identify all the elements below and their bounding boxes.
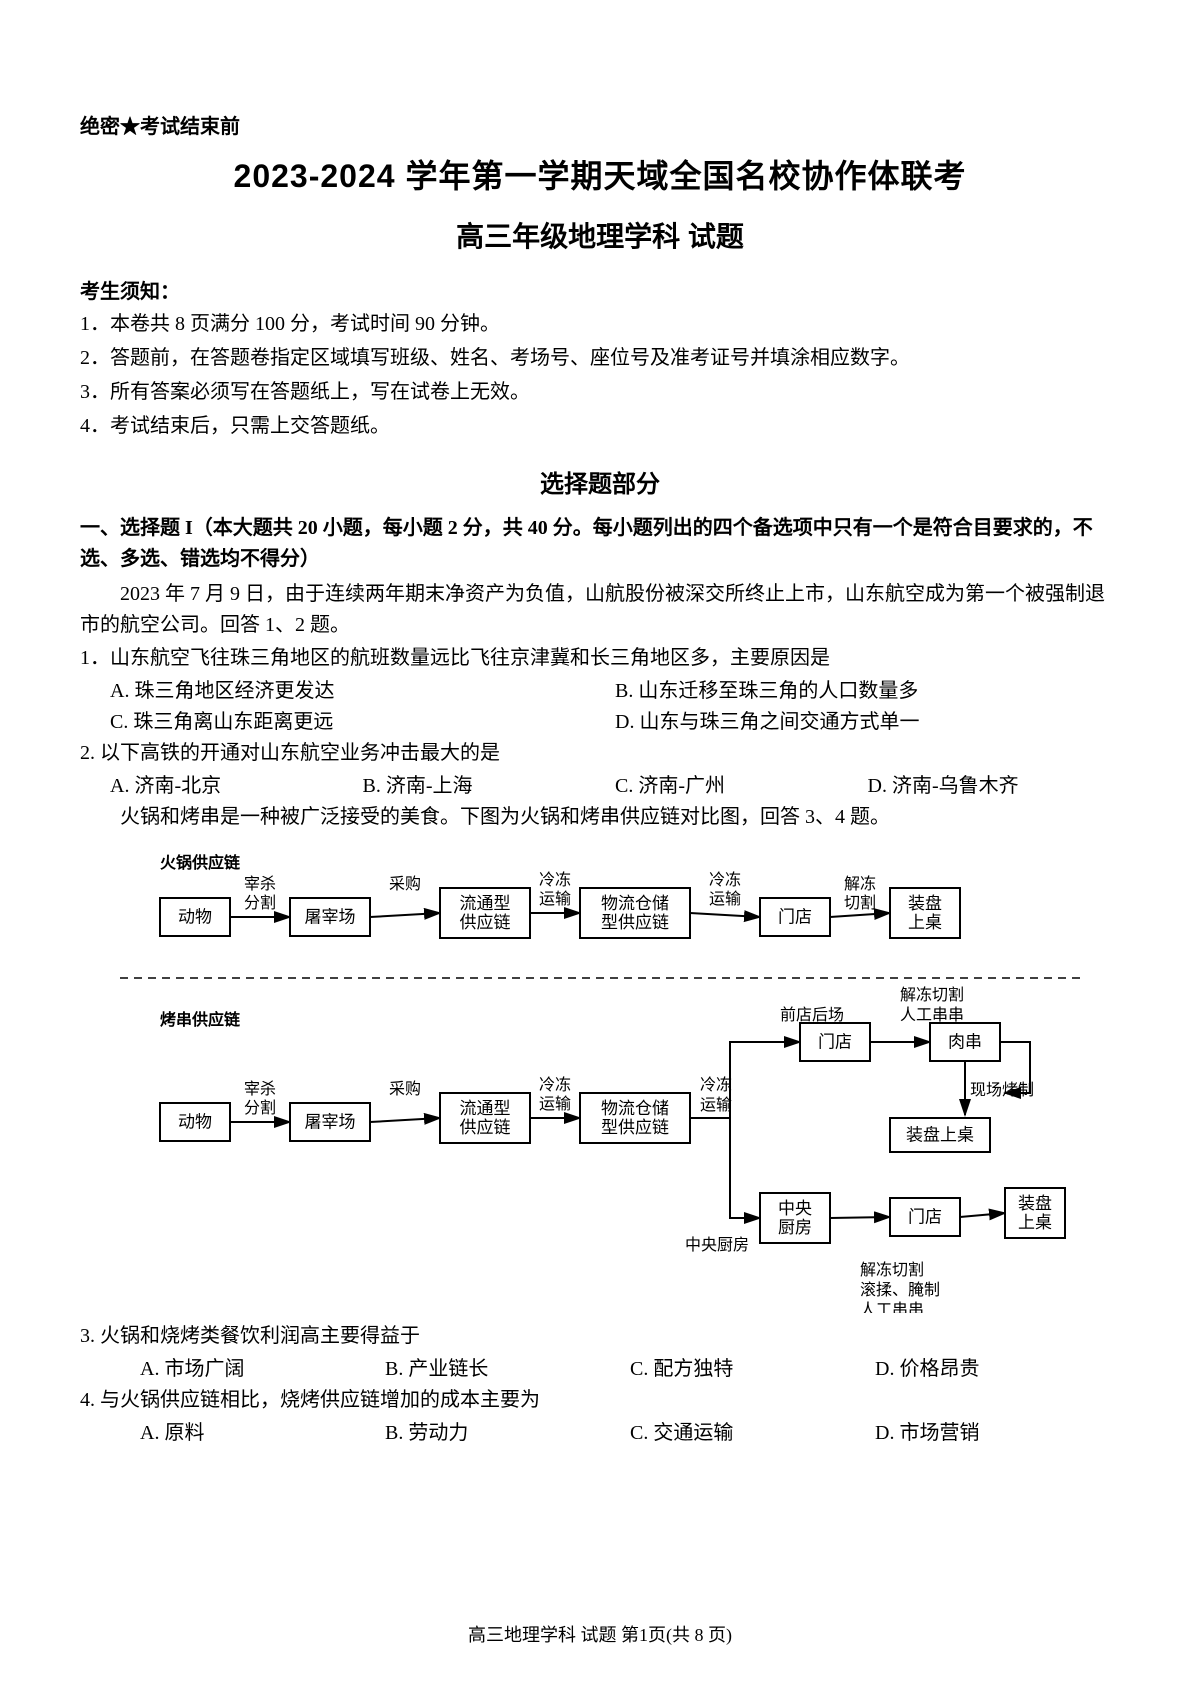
svg-text:前店后场: 前店后场 (780, 1006, 844, 1024)
svg-text:装盘上桌: 装盘上桌 (908, 894, 942, 932)
q4-opt-c: C. 交通运输 (630, 1418, 875, 1449)
svg-text:装盘上桌: 装盘上桌 (1018, 1194, 1052, 1232)
svg-text:物流仓储型供应链: 物流仓储型供应链 (601, 894, 669, 932)
q1-options-row2: C. 珠三角离山东距离更远 D. 山东与珠三角之间交通方式单一 (80, 707, 1120, 738)
q1-opt-b: B. 山东迁移至珠三角的人口数量多 (615, 676, 1120, 707)
svg-text:宰杀分割: 宰杀分割 (244, 875, 276, 912)
svg-text:动物: 动物 (178, 908, 212, 927)
q2-opt-d: D. 济南-乌鲁木齐 (868, 771, 1121, 802)
svg-text:屠宰场: 屠宰场 (305, 908, 356, 927)
svg-text:流通型供应链: 流通型供应链 (460, 1099, 511, 1137)
svg-text:解冻切割: 解冻切割 (860, 1261, 924, 1279)
q1-opt-c: C. 珠三角离山东距离更远 (110, 707, 615, 738)
notice-head: 考生须知： (80, 275, 1120, 304)
svg-text:冷冻运输: 冷冻运输 (539, 1076, 571, 1113)
svg-text:物流仓储型供应链: 物流仓储型供应链 (601, 1099, 669, 1137)
q3-opt-d: D. 价格昂贵 (875, 1354, 1120, 1385)
q1-opt-a: A. 珠三角地区经济更发达 (110, 676, 615, 707)
svg-text:门店: 门店 (908, 1208, 942, 1227)
q1-stem: 1．山东航空飞往珠三角地区的航班数量远比飞往京津冀和长三角地区多，主要原因是 (80, 643, 1120, 674)
q1-options-row1: A. 珠三角地区经济更发达 B. 山东迁移至珠三角的人口数量多 (80, 676, 1120, 707)
svg-text:解冻切割: 解冻切割 (900, 986, 964, 1004)
svg-text:烤串供应链: 烤串供应链 (160, 1010, 241, 1029)
q4-stem: 4. 与火锅供应链相比，烧烤供应链增加的成本主要为 (80, 1385, 1120, 1416)
title-sub: 高三年级地理学科 试题 (80, 215, 1120, 255)
svg-text:滚揉、腌制: 滚揉、腌制 (860, 1281, 940, 1299)
notice-item-3: 3．所有答案必须写在答题纸上，写在试卷上无效。 (80, 376, 1120, 408)
svg-text:流通型供应链: 流通型供应链 (460, 894, 511, 932)
svg-text:人工串串: 人工串串 (900, 1006, 964, 1024)
svg-text:运输: 运输 (700, 1096, 732, 1114)
svg-text:宰杀分割: 宰杀分割 (244, 1080, 276, 1117)
flowchart-svg: 宰杀分割采购冷冻运输冷冻运输解冻切割宰杀分割采购冷冻运输动物屠宰场流通型供应链物… (120, 843, 1080, 1313)
svg-text:肉串: 肉串 (948, 1033, 982, 1052)
svg-text:中央厨房: 中央厨房 (778, 1199, 812, 1237)
q3-opt-a: A. 市场广阔 (110, 1354, 385, 1385)
q2-stem: 2. 以下高铁的开通对山东航空业务冲击最大的是 (80, 738, 1120, 769)
svg-text:冷冻: 冷冻 (700, 1076, 732, 1094)
exam-page: 绝密★考试结束前 2023-2024 学年第一学期天域全国名校协作体联考 高三年… (0, 0, 1200, 1697)
q2-opt-b: B. 济南-上海 (363, 771, 616, 802)
svg-text:动物: 动物 (178, 1113, 212, 1132)
q4-opt-b: B. 劳动力 (385, 1418, 630, 1449)
q3-stem: 3. 火锅和烧烤类餐饮利润高主要得益于 (80, 1321, 1120, 1352)
section-instruction: 一、选择题 I（本大题共 20 小题，每小题 2 分，共 40 分。每小题列出的… (80, 513, 1120, 575)
section-heading: 选择题部分 (80, 464, 1120, 499)
passage-1: 2023 年 7 月 9 日，由于连续两年期末净资产为负值，山航股份被深交所终止… (80, 579, 1120, 641)
svg-text:解冻切割: 解冻切割 (844, 875, 876, 912)
notice-item-2: 2．答题前，在答题卷指定区域填写班级、姓名、考场号、座位号及准考证号并填涂相应数… (80, 342, 1120, 374)
svg-text:装盘上桌: 装盘上桌 (906, 1126, 974, 1145)
q2-options: A. 济南-北京 B. 济南-上海 C. 济南-广州 D. 济南-乌鲁木齐 (80, 771, 1120, 802)
svg-text:中央厨房: 中央厨房 (685, 1236, 749, 1254)
title-main: 2023-2024 学年第一学期天域全国名校协作体联考 (80, 151, 1120, 197)
passage-2: 火锅和烤串是一种被广泛接受的美食。下图为火锅和烤串供应链对比图，回答 3、4 题… (80, 802, 1120, 833)
svg-text:屠宰场: 屠宰场 (305, 1113, 356, 1132)
svg-text:冷冻运输: 冷冻运输 (539, 871, 571, 908)
q4-opt-d: D. 市场营销 (875, 1418, 1120, 1449)
svg-text:门店: 门店 (818, 1033, 852, 1052)
svg-text:人工串串: 人工串串 (860, 1301, 924, 1313)
supply-chain-diagram: 宰杀分割采购冷冻运输冷冻运输解冻切割宰杀分割采购冷冻运输动物屠宰场流通型供应链物… (120, 843, 1120, 1313)
svg-text:冷冻运输: 冷冻运输 (709, 871, 741, 908)
q3-options: A. 市场广阔 B. 产业链长 C. 配方独特 D. 价格昂贵 (80, 1354, 1120, 1385)
q4-options: A. 原料 B. 劳动力 C. 交通运输 D. 市场营销 (80, 1418, 1120, 1449)
svg-text:火锅供应链: 火锅供应链 (160, 853, 241, 872)
notice-item-1: 1．本卷共 8 页满分 100 分，考试时间 90 分钟。 (80, 308, 1120, 340)
svg-text:采购: 采购 (389, 875, 421, 893)
svg-text:采购: 采购 (389, 1080, 421, 1098)
secret-line: 绝密★考试结束前 (80, 110, 1120, 139)
q2-opt-c: C. 济南-广州 (615, 771, 868, 802)
q2-opt-a: A. 济南-北京 (110, 771, 363, 802)
q1-opt-d: D. 山东与珠三角之间交通方式单一 (615, 707, 1120, 738)
notice-item-4: 4．考试结束后，只需上交答题纸。 (80, 410, 1120, 442)
q3-opt-b: B. 产业链长 (385, 1354, 630, 1385)
page-footer: 高三地理学科 试题 第1页(共 8 页) (0, 1621, 1200, 1647)
q4-opt-a: A. 原料 (110, 1418, 385, 1449)
svg-text:现场烤制: 现场烤制 (970, 1081, 1034, 1099)
svg-text:门店: 门店 (778, 908, 812, 927)
q3-opt-c: C. 配方独特 (630, 1354, 875, 1385)
